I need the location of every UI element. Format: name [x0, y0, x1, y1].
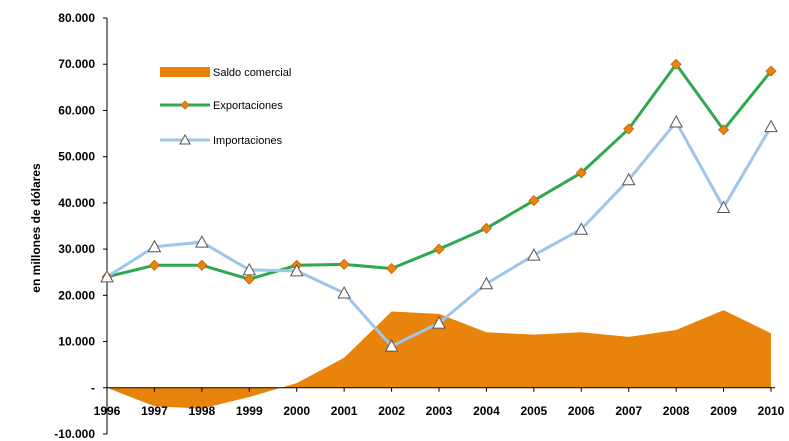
data-point-2 — [574, 222, 589, 235]
legend-label-2: Importaciones — [213, 135, 283, 147]
axes-layer — [106, 18, 775, 434]
x-tick-label: 2006 — [568, 404, 595, 418]
y-tick-label: 70.000 — [58, 57, 95, 71]
legend-marker-2 — [179, 133, 191, 145]
x-tick-label: 2003 — [426, 404, 453, 418]
data-point-2 — [147, 239, 162, 253]
x-tick-label: 2001 — [331, 404, 358, 418]
y-tick-label: 20.000 — [58, 288, 95, 302]
x-tick-label: 1996 — [94, 404, 121, 418]
data-point-1 — [243, 273, 255, 285]
legend-label-0: Saldo comercial — [213, 67, 291, 79]
data-point-2 — [242, 262, 257, 276]
y-tick-label: 30.000 — [58, 242, 95, 256]
y-tick-label: 10.000 — [58, 335, 95, 349]
legend-label-1: Exportaciones — [213, 100, 283, 112]
y-tick-label: -10.000 — [54, 427, 95, 441]
y-axis-label: en millones de dólares — [29, 163, 43, 293]
x-tick-label: 2000 — [283, 404, 310, 418]
x-tick-label: 2010 — [758, 404, 785, 418]
y-tick-label: 50.000 — [58, 150, 95, 164]
legend-marker-1 — [180, 100, 190, 110]
data-point-1 — [433, 243, 445, 255]
data-point-1 — [480, 222, 492, 234]
area-0 — [107, 310, 771, 409]
x-tick-label: 2002 — [378, 404, 405, 418]
data-point-1 — [670, 58, 682, 70]
y-tick-label: - — [91, 381, 95, 395]
data-point-2 — [621, 172, 636, 186]
data-point-2 — [764, 119, 778, 133]
x-tick-label: 1997 — [141, 404, 168, 418]
data-point-2 — [195, 235, 209, 248]
y-tick-label: 60.000 — [58, 103, 95, 117]
legend: Saldo comercial Exportaciones Importacione… — [160, 67, 291, 147]
data-point-1 — [528, 195, 540, 207]
data-point-1 — [575, 167, 587, 179]
x-tick-label: 2008 — [663, 404, 690, 418]
data-point-1 — [338, 258, 350, 270]
y-tick-label: 40.000 — [58, 196, 95, 210]
x-tick-label: 1998 — [189, 404, 216, 418]
x-tick-label: 1999 — [236, 404, 263, 418]
data-point-2 — [384, 339, 399, 352]
lines-layer — [106, 62, 773, 348]
data-point-2 — [479, 276, 494, 290]
data-point-2 — [716, 200, 731, 214]
y-tick-label: 80.000 — [58, 11, 95, 25]
data-point-1 — [623, 123, 635, 135]
legend-swatch-0 — [160, 67, 210, 77]
data-point-2 — [527, 248, 541, 261]
x-tick-label: 2009 — [710, 404, 737, 418]
area-layer — [107, 310, 771, 409]
data-point-1 — [765, 65, 777, 77]
markers-layer — [100, 58, 778, 352]
data-point-2 — [289, 263, 304, 277]
data-point-2 — [337, 285, 351, 299]
series-line-2 — [106, 120, 773, 348]
x-tick-label: 2005 — [521, 404, 548, 418]
data-point-1 — [386, 262, 398, 275]
x-tick-label: 2004 — [473, 404, 500, 418]
ticks-layer: 80.000 70.000 60.000 50.000 40.000 30.000 20.0… — [54, 11, 784, 441]
x-tick-label: 2007 — [615, 404, 642, 418]
data-point-1 — [148, 259, 160, 271]
data-point-2 — [432, 316, 446, 329]
data-point-1 — [196, 259, 208, 271]
data-point-2 — [100, 269, 114, 283]
data-point-1 — [718, 124, 730, 136]
data-point-2 — [669, 114, 683, 128]
